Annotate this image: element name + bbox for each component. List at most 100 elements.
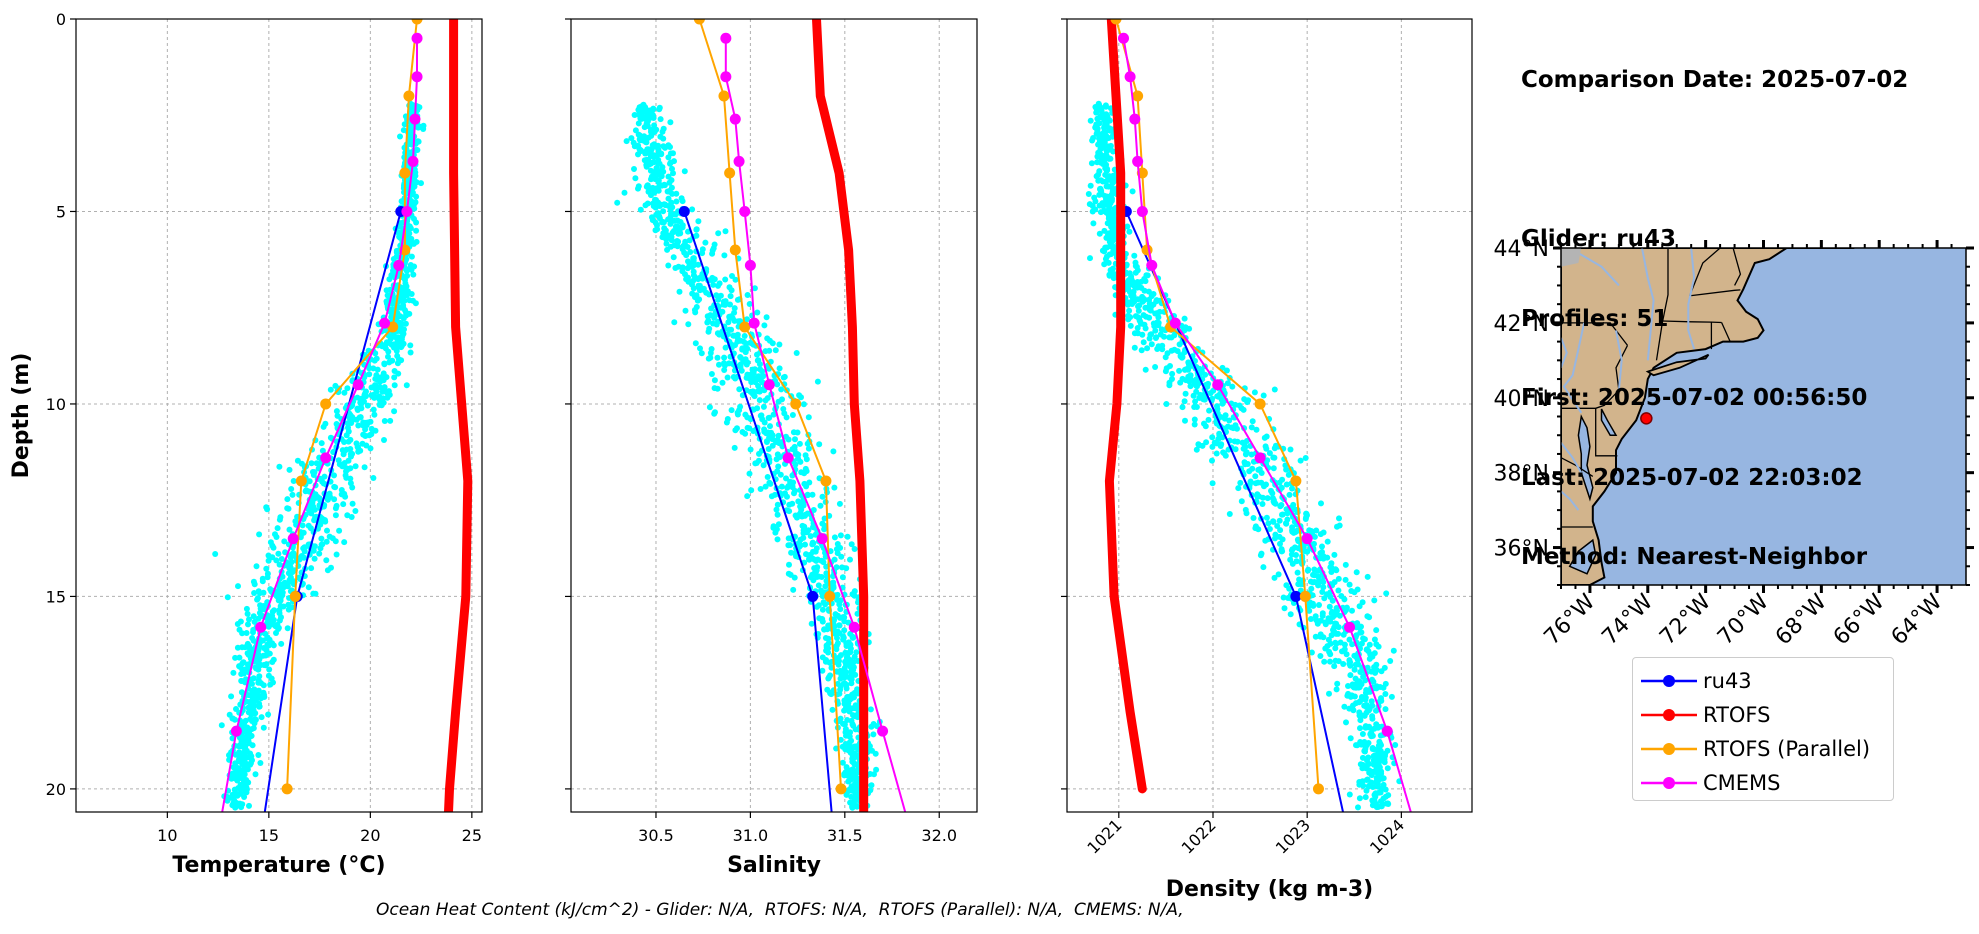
scatter-point [272, 531, 278, 538]
scatter-point [331, 483, 338, 490]
scatter-point [653, 211, 660, 218]
scatter-point [1102, 199, 1109, 206]
scatter-point [246, 616, 252, 623]
scatter-point [654, 226, 661, 233]
scatter-point [300, 545, 307, 552]
series-marker [1290, 475, 1302, 487]
scatter-point [661, 181, 668, 188]
scatter-point [793, 350, 800, 356]
scatter-point [1218, 396, 1225, 403]
scatter-point [716, 280, 723, 287]
scatter-point [263, 647, 270, 654]
scatter-point [354, 405, 361, 412]
scatter-point [1371, 650, 1378, 657]
scatter-point [1384, 765, 1391, 772]
scatter-point [1289, 485, 1295, 492]
scatter-point [665, 173, 672, 180]
scatter-point [819, 520, 826, 527]
scatter-point [843, 704, 849, 711]
x-tick-label: 10 [157, 826, 177, 845]
method: Method: Nearest-Neighbor [1521, 544, 1868, 570]
scatter-point [1109, 212, 1116, 219]
scatter-point [1181, 366, 1188, 373]
scatter-point [232, 803, 239, 810]
scatter-point [1345, 683, 1351, 689]
scatter-point [1262, 443, 1269, 450]
scatter-point [782, 490, 788, 497]
scatter-point [286, 565, 293, 571]
scatter-point [380, 395, 386, 402]
bay [1600, 408, 1618, 436]
scatter-point [341, 389, 348, 396]
land [1561, 248, 1855, 585]
scatter-point [1364, 573, 1371, 580]
series-line [724, 37, 907, 812]
scatter-point [1129, 188, 1136, 195]
scatter-point [236, 758, 243, 765]
series-marker [1132, 155, 1144, 167]
scatter-point [831, 534, 838, 541]
scatter-point [743, 340, 750, 347]
scatter-point [785, 570, 792, 577]
scatter-point [675, 230, 682, 237]
scatter-point [1275, 571, 1282, 578]
scatter-point [822, 601, 829, 608]
scatter-point [407, 342, 414, 349]
series-cmems [1118, 32, 1412, 812]
scatter-point [663, 240, 670, 247]
scatter-point [842, 769, 849, 776]
scatter-point [1090, 135, 1097, 141]
scatter-point [1341, 703, 1348, 710]
scatter-point [1111, 207, 1118, 214]
scatter-point [1179, 404, 1186, 411]
scatter-point [791, 490, 797, 497]
scatter-point [851, 694, 857, 701]
scatter-point [391, 408, 398, 415]
scatter-point [722, 344, 729, 351]
scatter-point [265, 557, 272, 564]
scatter-point [793, 553, 799, 560]
scatter-point [1281, 605, 1288, 612]
scatter-point [1231, 438, 1238, 445]
scatter-point [298, 460, 305, 467]
scatter-point [305, 584, 312, 591]
scatter-point [751, 366, 758, 373]
scatter-point [260, 637, 266, 644]
series-marker [763, 379, 775, 391]
scatter-point [1334, 607, 1340, 614]
scatter-point [311, 469, 318, 476]
map-lat-label: 36°N [1494, 537, 1549, 562]
scatter-point [690, 255, 697, 262]
scatter-point [1362, 794, 1369, 801]
scatter-point [667, 160, 673, 167]
series-marker [1169, 317, 1181, 329]
scatter-point [1127, 322, 1134, 329]
scatter-point [1361, 748, 1368, 754]
scatter-point [708, 346, 715, 352]
x-tick-label: 1024 [1366, 815, 1408, 857]
plot-frame [75, 18, 483, 813]
scatter-point [846, 733, 853, 740]
scatter-point [711, 276, 718, 283]
scatter-point [839, 759, 846, 766]
series-marker [289, 590, 301, 602]
state-border [1691, 289, 1741, 297]
scatter-point [736, 386, 743, 393]
scatter-point [1093, 130, 1100, 137]
scatter-point [754, 351, 760, 358]
scatter-point [834, 612, 841, 619]
legend: ru43 RTOFS RTOFS (Parallel) CMEMS [1632, 657, 1894, 801]
scatter-point [244, 610, 251, 617]
scatter-point [1134, 314, 1141, 321]
scatter-point [1380, 684, 1387, 691]
scatter-point [1220, 449, 1227, 456]
scatter-point [722, 276, 729, 283]
scatter-point [754, 375, 761, 382]
series-line [444, 19, 473, 812]
scatter-point [1127, 314, 1134, 321]
scatter-point [741, 333, 748, 339]
y-tick-label: 0 [56, 10, 66, 29]
series-marker [729, 244, 741, 256]
scatter-point [1213, 450, 1220, 457]
scatter-point [638, 103, 645, 110]
